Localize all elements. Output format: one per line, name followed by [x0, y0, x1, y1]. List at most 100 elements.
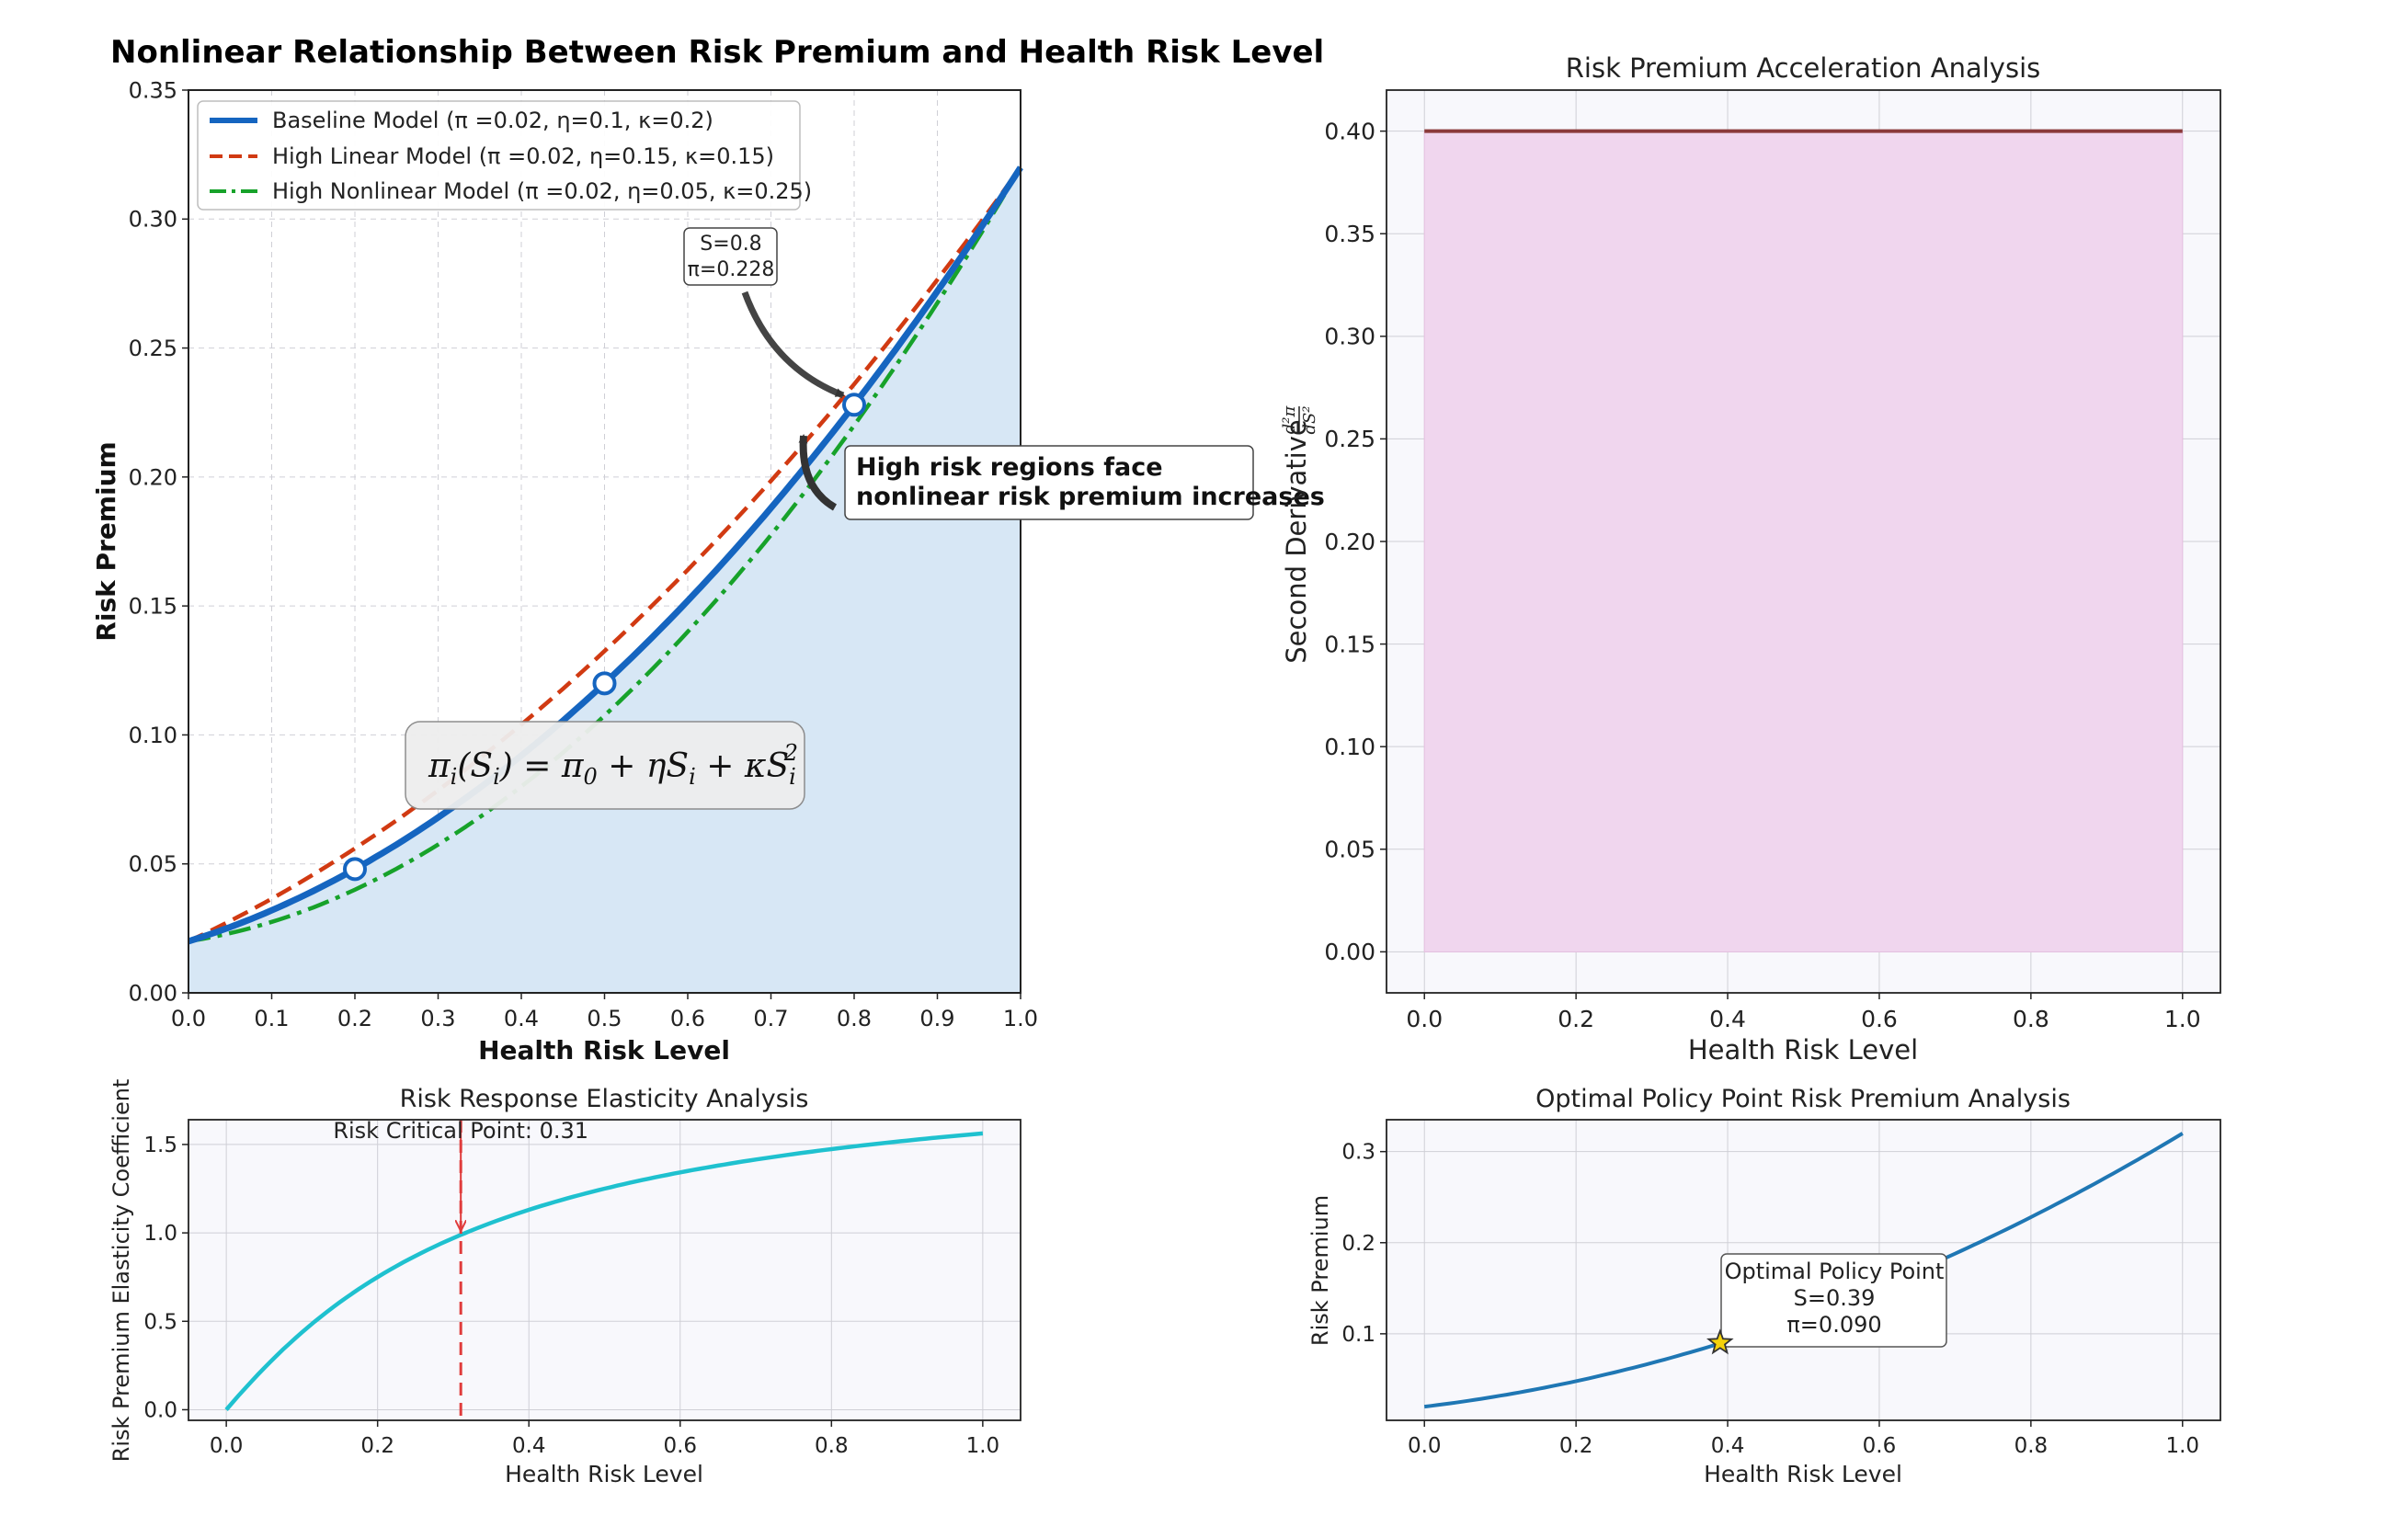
high-nonlinear-series-line	[188, 166, 1022, 944]
optimal-y-axis-label: Risk Premium	[1307, 1195, 1333, 1346]
y-tick-label: 0.10	[129, 723, 177, 748]
x-tick-label: 0.2	[360, 1434, 394, 1458]
x-tick-label: 0.4	[1709, 1006, 1746, 1032]
optimal-chart: 0.0 0.2 0.4 0.6 0.8 1.0 0.1 0.2 0.3 Optimal Poli…	[1307, 1085, 2221, 1487]
formula-box: πi(Si) = π0 + ηSi + κSi2	[405, 721, 805, 810]
y-tick-label: 0.2	[1341, 1232, 1375, 1256]
x-tick-label: 0.3	[420, 1006, 455, 1031]
x-tick-label: 0.4	[1711, 1434, 1745, 1458]
acceleration-chart: 0.0 0.2 0.4 0.6 0.8 1.0 0.00 0.05 0.10 0.15 0.20 0.…	[1280, 52, 2221, 1065]
legend-baseline: Baseline Model (π =0.02, η=0.1, κ=0.2)	[272, 108, 713, 133]
x-tick-label: 0.4	[504, 1006, 539, 1031]
x-tick-label: 0.6	[1863, 1434, 1897, 1458]
x-tick-label: 0.1	[254, 1006, 289, 1031]
x-tick-label: 0.8	[837, 1006, 872, 1031]
y-tick-label: 0.35	[1324, 221, 1375, 247]
elasticity-grid	[188, 1120, 1021, 1420]
x-tick-label: 0.0	[210, 1434, 244, 1458]
y-tick-label: 0.35	[129, 77, 177, 103]
annotation-region-line1: High risk regions face	[856, 453, 1163, 482]
y-tick-label: 0.3	[1341, 1141, 1375, 1165]
x-tick-label: 0.0	[1408, 1434, 1442, 1458]
y-tick-label: 0.05	[1324, 837, 1375, 863]
acceleration-y-label-den: dS²	[1300, 405, 1319, 434]
y-tick-label: 0.05	[129, 851, 177, 877]
x-tick-label: 0.6	[1861, 1006, 1898, 1032]
annotation-region: High risk regions face nonlinear risk pr…	[798, 434, 1325, 520]
x-tick-label: 0.6	[663, 1434, 697, 1458]
x-tick-label: 0.2	[337, 1006, 372, 1031]
y-tick-label: 0.30	[129, 207, 177, 233]
main-chart: 0.0 0.1 0.2 0.3 0.4 0.5 0.6 0.7 0.8 0.9 1.0 0.00 0.0…	[91, 34, 1325, 1065]
y-tick-label: 0.25	[129, 336, 177, 361]
x-tick-label: 0.2	[1559, 1434, 1593, 1458]
optimal-point-star-icon	[1706, 1328, 1734, 1355]
x-tick-label: 0.8	[815, 1434, 849, 1458]
acceleration-title: Risk Premium Acceleration Analysis	[1566, 52, 2041, 84]
acceleration-y-axis-label: Second Derivative d²π dS²	[1280, 405, 1319, 664]
y-tick-label: 0.40	[1324, 118, 1375, 144]
main-chart-title: Nonlinear Relationship Between Risk Prem…	[110, 34, 1324, 71]
legend-high-linear: High Linear Model (π =0.02, η=0.15, κ=0.…	[272, 143, 774, 169]
y-tick-label: 0.20	[1324, 529, 1375, 555]
x-tick-label: 1.0	[2165, 1434, 2199, 1458]
optimal-title: Optimal Policy Point Risk Premium Analys…	[1535, 1085, 2071, 1113]
elasticity-chart: 0.0 0.2 0.4 0.6 0.8 1.0 0.0 0.5 1.0 1.5 Risk Crit…	[108, 1079, 1021, 1487]
x-tick-label: 0.8	[2014, 1434, 2049, 1458]
elasticity-x-axis-label: Health Risk Level	[505, 1461, 703, 1487]
y-tick-label: 0.0	[143, 1399, 177, 1423]
main-legend: Baseline Model (π =0.02, η=0.1, κ=0.2) H…	[197, 100, 812, 211]
annotation-point-s: S=0.8	[700, 233, 761, 256]
annotation-region-line2: nonlinear risk premium increases	[856, 483, 1325, 511]
baseline-marker	[343, 857, 367, 882]
x-tick-label: 0.2	[1558, 1006, 1594, 1032]
acceleration-ticks: 0.0 0.2 0.4 0.6 0.8 1.0 0.00 0.05 0.10 0.15 0.20 0.…	[1324, 118, 2200, 1032]
main-x-axis-label: Health Risk Level	[478, 1035, 730, 1065]
y-tick-label: 1.5	[143, 1134, 177, 1157]
x-tick-label: 0.9	[919, 1006, 954, 1031]
high-linear-series-line	[188, 165, 1022, 943]
y-tick-label: 0.30	[1324, 324, 1375, 350]
y-tick-label: 0.25	[1324, 426, 1375, 452]
optimal-point-line2: S=0.39	[1794, 1285, 1876, 1311]
elasticity-ticks: 0.0 0.2 0.4 0.6 0.8 1.0 0.0 0.5 1.0 1.5	[143, 1134, 999, 1458]
acceleration-area-fill	[1423, 131, 2184, 952]
acceleration-x-axis-label: Health Risk Level	[1688, 1034, 1918, 1065]
baseline-area-fill	[188, 167, 1021, 993]
optimal-plot-frame	[1386, 1119, 2221, 1421]
optimal-x-axis-label: Health Risk Level	[1704, 1461, 1902, 1487]
y-tick-label: 1.0	[143, 1222, 177, 1246]
x-tick-label: 0.0	[1406, 1006, 1443, 1032]
y-tick-label: 0.00	[1324, 939, 1375, 965]
y-tick-label: 0.10	[1324, 734, 1375, 760]
y-tick-label: 0.1	[1341, 1323, 1375, 1347]
acceleration-y-label-num: d²π	[1280, 405, 1299, 435]
y-tick-label: 0.20	[129, 464, 177, 490]
x-tick-label: 0.7	[753, 1006, 788, 1031]
x-tick-label: 0.0	[171, 1006, 206, 1031]
optimal-point-annotation: Optimal Policy Point S=0.39 π=0.090	[1720, 1253, 1947, 1348]
y-tick-label: 0.15	[1324, 631, 1375, 657]
x-tick-label: 0.6	[670, 1006, 705, 1031]
main-y-axis-label: Risk Premium	[91, 441, 121, 641]
elasticity-y-axis-label: Risk Premium Elasticity Coefficient	[108, 1079, 134, 1463]
elasticity-series-line	[224, 1131, 984, 1411]
elasticity-title: Risk Response Elasticity Analysis	[400, 1085, 809, 1113]
optimal-ticks: 0.0 0.2 0.4 0.6 0.8 1.0 0.1 0.2 0.3	[1341, 1141, 2199, 1458]
x-tick-label: 1.0	[966, 1434, 1000, 1458]
formula-text: πi(Si) = π0 + ηSi + κSi2	[428, 740, 798, 790]
baseline-marker	[592, 671, 617, 696]
annotation-point-pi: π=0.228	[688, 258, 775, 281]
optimal-point-line1: Optimal Policy Point	[1725, 1259, 1945, 1284]
legend-high-nonlinear: High Nonlinear Model (π =0.02, η=0.05, κ…	[272, 178, 812, 204]
y-tick-label: 0.15	[129, 594, 177, 620]
critical-point-label: Risk Critical Point: 0.31	[333, 1118, 588, 1144]
main-chart-ticks: 0.0 0.1 0.2 0.3 0.4 0.5 0.6 0.7 0.8 0.9 1.0 0.00 0.0…	[129, 77, 1039, 1031]
baseline-marker	[842, 393, 866, 417]
y-tick-label: 0.5	[143, 1310, 177, 1334]
annotation-point: S=0.8 π=0.228	[683, 227, 845, 399]
acceleration-y-label-text: Second Derivative	[1281, 419, 1312, 663]
baseline-markers	[343, 393, 866, 882]
y-tick-label: 0.00	[129, 980, 177, 1006]
